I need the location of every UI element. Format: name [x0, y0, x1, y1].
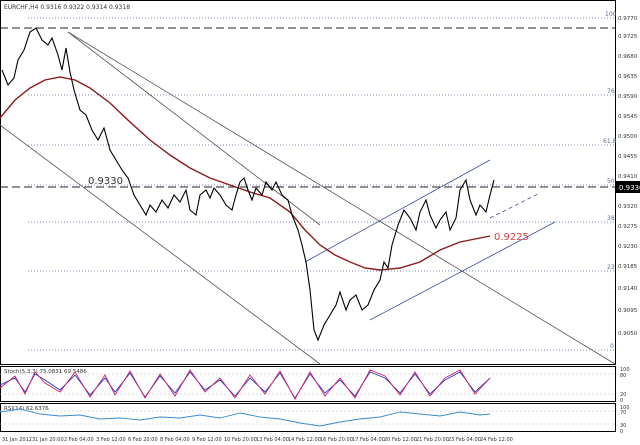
price-tick: 0.9680 — [618, 54, 638, 60]
horizontal-resistance — [0, 27, 615, 188]
time-label: 16 Feb 20:00 — [320, 437, 353, 443]
resistance-annotation: 0.9330 — [88, 176, 123, 187]
fib-label-618: 61.8 — [603, 138, 617, 145]
rsi-tick-100: 100 — [620, 405, 630, 411]
chart-header: EURCHF,H4 0.9316 0.9322 0.9314 0.9318 — [4, 4, 130, 11]
price-tick: 0.9140 — [618, 286, 638, 292]
stochastic-frame — [0, 366, 616, 402]
fib-label-76: 76 — [607, 88, 615, 95]
main-chart-frame — [0, 0, 616, 365]
price-tick: 0.9455 — [618, 154, 638, 160]
time-label: 17 Feb 04:00 — [352, 437, 385, 443]
stoch-axis: 100 80 20 0 — [620, 367, 630, 404]
stoch-tick-80: 80 — [620, 373, 626, 379]
stoch-tick-0: 0 — [620, 398, 623, 404]
stoch-tick-100: 100 — [620, 367, 630, 373]
rsi-label: RSI(14) 62.6376 — [4, 406, 49, 412]
time-label: 23 Feb 04:00 — [448, 437, 481, 443]
fib-label-38: 38 — [607, 215, 615, 222]
fib-label-0: 0 — [610, 343, 614, 350]
rsi-line — [0, 408, 491, 427]
rsi-axis: 100 70 30 0 — [620, 405, 630, 435]
price-tick: 0.9050 — [618, 331, 638, 337]
price-tick: 0.9320 — [618, 204, 638, 210]
time-label: 8 Feb 04:00 — [160, 437, 190, 443]
rsi-frame — [0, 403, 616, 432]
rsi-tick-70: 70 — [620, 410, 626, 416]
trend-channel-down — [0, 31, 616, 365]
price-tick: 0.9275 — [618, 224, 638, 230]
stoch-label: Stoch(5,3,3) 75.0831 69.5486 — [4, 369, 87, 375]
price-tick: 0.9770 — [618, 16, 638, 22]
price-tick: 0.9230 — [618, 244, 638, 250]
fib-label-100: 100 — [605, 11, 617, 18]
stoch-levels — [0, 373, 615, 395]
rsi-levels — [0, 410, 615, 425]
fib-labels: 100 76 61.8 50 38 23 0 — [603, 11, 617, 350]
price-tick: 0.9725 — [618, 34, 638, 40]
current-price-badge — [616, 181, 640, 193]
time-label: 6 Feb 20:00 — [128, 437, 158, 443]
support-annotation: 0.9225 — [494, 232, 529, 243]
time-label: 10 Feb 20:00 — [224, 437, 257, 443]
price-tick: 0.9635 — [618, 74, 638, 80]
fib-label-50: 50 — [607, 178, 615, 185]
time-label: 20 Feb 12:00 — [384, 437, 417, 443]
trend-channel-up — [304, 159, 556, 321]
time-axis: 31 Jan 2012 31 Jan 20:00 2 Feb 04:00 3 F… — [2, 437, 513, 443]
time-label: 9 Feb 12:00 — [192, 437, 222, 443]
time-label: 14 Feb 12:00 — [288, 437, 321, 443]
time-label: 21 Feb 20:00 — [416, 437, 449, 443]
fib-levels — [28, 17, 615, 351]
price-tick: 0.9410 — [618, 174, 638, 180]
price-tick: 0.9095 — [618, 308, 638, 314]
price-tick: 0.9590 — [618, 94, 638, 100]
price-tick: 0.9500 — [618, 134, 638, 140]
rsi-tick-0: 0 — [620, 429, 623, 435]
current-price-label: 0.9330 — [619, 184, 640, 192]
rsi-tick-30: 30 — [620, 423, 626, 429]
price-tick: 0.9545 — [618, 114, 638, 120]
time-label: 3 Feb 12:00 — [96, 437, 126, 443]
price-axis: 0.9770 0.9725 0.9680 0.9635 0.9590 0.954… — [618, 16, 638, 337]
fib-label-23: 23 — [607, 264, 615, 271]
time-label: 24 Feb 12:00 — [480, 437, 513, 443]
time-label: 31 Jan 20:00 — [32, 437, 64, 443]
price-tick: 0.9185 — [618, 264, 638, 270]
price-line — [1, 27, 495, 342]
time-label: 31 Jan 2012 — [2, 437, 32, 443]
stoch-main-line — [0, 369, 491, 400]
time-label: 2 Feb 04:00 — [64, 437, 94, 443]
stoch-tick-20: 20 — [620, 392, 626, 398]
time-label: 13 Feb 04:00 — [256, 437, 289, 443]
moving-average-line — [0, 76, 491, 271]
